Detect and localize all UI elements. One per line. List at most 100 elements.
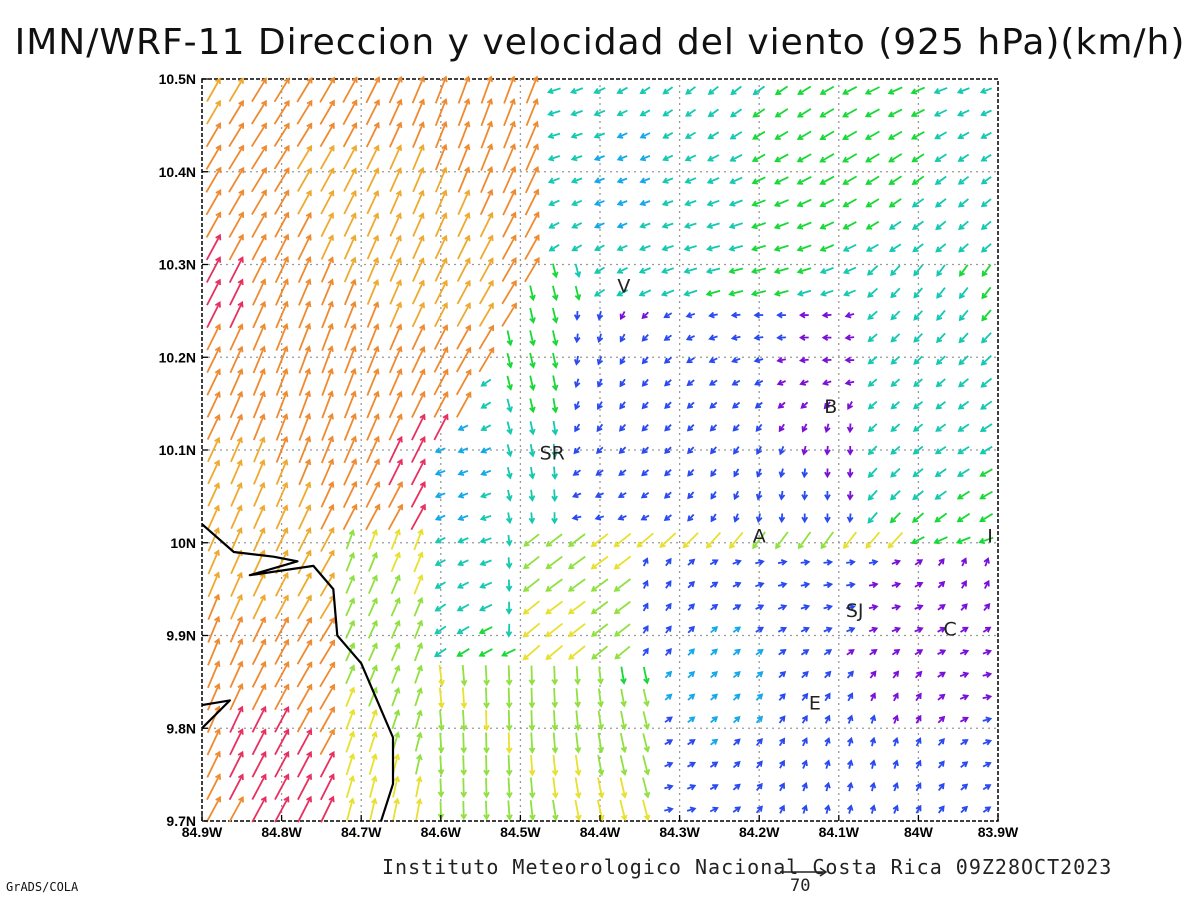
wind-vector-shaft bbox=[729, 290, 744, 296]
wind-vector-shaft bbox=[820, 175, 835, 185]
wind-vector bbox=[275, 413, 289, 441]
wind-vector bbox=[664, 469, 672, 477]
wind-vector-shaft bbox=[642, 666, 649, 683]
wind-vector-head bbox=[758, 559, 765, 566]
wind-vector bbox=[687, 558, 696, 566]
wind-vector-head bbox=[434, 560, 442, 566]
wind-vector-head bbox=[641, 402, 648, 410]
wind-vector-head bbox=[510, 279, 517, 287]
wind-vector-shaft bbox=[575, 666, 579, 684]
wind-vector-shaft bbox=[507, 709, 511, 730]
wind-vector bbox=[388, 435, 403, 463]
wind-vector-head bbox=[574, 724, 582, 731]
wind-vector bbox=[596, 310, 604, 321]
wind-vector bbox=[505, 754, 513, 777]
wind-vector-head bbox=[283, 728, 290, 735]
wind-vector bbox=[547, 132, 561, 139]
wind-vector bbox=[345, 597, 356, 617]
wind-vector bbox=[823, 401, 831, 410]
wind-vector-head bbox=[826, 581, 834, 589]
wind-vector bbox=[460, 687, 468, 709]
wind-vector bbox=[819, 198, 835, 208]
wind-vector-head bbox=[595, 447, 603, 455]
wind-vector-head bbox=[956, 516, 964, 523]
wind-vector-head bbox=[487, 279, 494, 287]
wind-vector-head bbox=[913, 270, 920, 277]
wind-vector bbox=[505, 732, 513, 754]
wind-vector bbox=[755, 423, 763, 432]
wind-vector-shaft bbox=[458, 581, 470, 589]
wind-vector-head bbox=[483, 747, 490, 754]
wind-vector-shaft bbox=[457, 603, 470, 612]
wind-vector-shaft bbox=[390, 643, 400, 662]
y-tick-label: 10.5N bbox=[159, 71, 196, 87]
wind-vector-shaft bbox=[206, 347, 221, 373]
wind-vector-head bbox=[620, 746, 628, 754]
wind-vector-head bbox=[349, 686, 356, 694]
wind-vector bbox=[890, 445, 901, 455]
wind-vector-head bbox=[956, 87, 964, 95]
wind-vector bbox=[414, 664, 423, 684]
wind-vector bbox=[570, 177, 583, 184]
wind-vector-shaft bbox=[411, 280, 425, 305]
wind-vector-head bbox=[457, 447, 465, 454]
wind-vector bbox=[460, 778, 468, 799]
wind-vector bbox=[437, 755, 445, 776]
wind-vector-head bbox=[328, 503, 335, 511]
wind-vector-shaft bbox=[525, 121, 539, 149]
wind-vector bbox=[773, 221, 789, 230]
wind-vector-head bbox=[350, 412, 357, 420]
wind-vector bbox=[207, 436, 221, 463]
wind-vector bbox=[368, 753, 378, 776]
wind-vector-head bbox=[282, 435, 289, 443]
wind-vector bbox=[912, 468, 924, 478]
wind-vector-head bbox=[419, 368, 426, 375]
wind-vector bbox=[752, 531, 766, 550]
wind-vector bbox=[960, 557, 967, 567]
wind-vector-shaft bbox=[707, 222, 720, 228]
wind-vector-head bbox=[824, 714, 831, 722]
wind-vector-head bbox=[597, 792, 605, 799]
wind-vector bbox=[867, 310, 878, 320]
wind-vector bbox=[345, 664, 356, 685]
wind-vector-head bbox=[780, 559, 788, 566]
wind-vector bbox=[751, 199, 766, 207]
wind-vector-shaft bbox=[912, 220, 924, 230]
wind-vector-head bbox=[394, 686, 401, 694]
wind-vector-head bbox=[803, 581, 811, 589]
wind-vector-head bbox=[510, 257, 517, 264]
wind-vector-shaft bbox=[389, 235, 402, 260]
wind-vector-head bbox=[238, 166, 245, 174]
wind-vector bbox=[640, 514, 650, 521]
wind-vector-head bbox=[306, 99, 313, 107]
wind-vector-shaft bbox=[552, 420, 557, 435]
wind-vector-head bbox=[688, 693, 696, 700]
wind-vector bbox=[664, 761, 674, 768]
wind-vector bbox=[345, 619, 356, 639]
wind-vector bbox=[411, 323, 426, 351]
wind-vector-head bbox=[683, 290, 690, 297]
wind-vector-head bbox=[778, 448, 785, 456]
wind-vector-shaft bbox=[591, 533, 609, 547]
wind-vector bbox=[275, 504, 289, 530]
wind-vector bbox=[456, 346, 472, 373]
wind-vector bbox=[457, 120, 471, 149]
wind-vector bbox=[590, 555, 609, 570]
wind-vector bbox=[774, 108, 789, 118]
wind-vector-shaft bbox=[438, 687, 443, 708]
wind-vector-head bbox=[442, 413, 449, 421]
wind-vector-head bbox=[934, 493, 941, 500]
place-label: C bbox=[944, 619, 957, 641]
wind-vector-head bbox=[260, 211, 267, 218]
wind-vector bbox=[319, 750, 335, 778]
wind-vector-head bbox=[373, 367, 380, 375]
wind-vector-head bbox=[487, 211, 494, 219]
wind-vector-head bbox=[593, 154, 601, 162]
wind-vector bbox=[847, 401, 854, 411]
wind-vector bbox=[297, 255, 312, 283]
wind-vector-head bbox=[529, 362, 536, 369]
wind-vector bbox=[251, 211, 267, 238]
wind-vector bbox=[910, 108, 925, 117]
wind-vector bbox=[298, 435, 312, 464]
wind-vector bbox=[298, 458, 312, 486]
